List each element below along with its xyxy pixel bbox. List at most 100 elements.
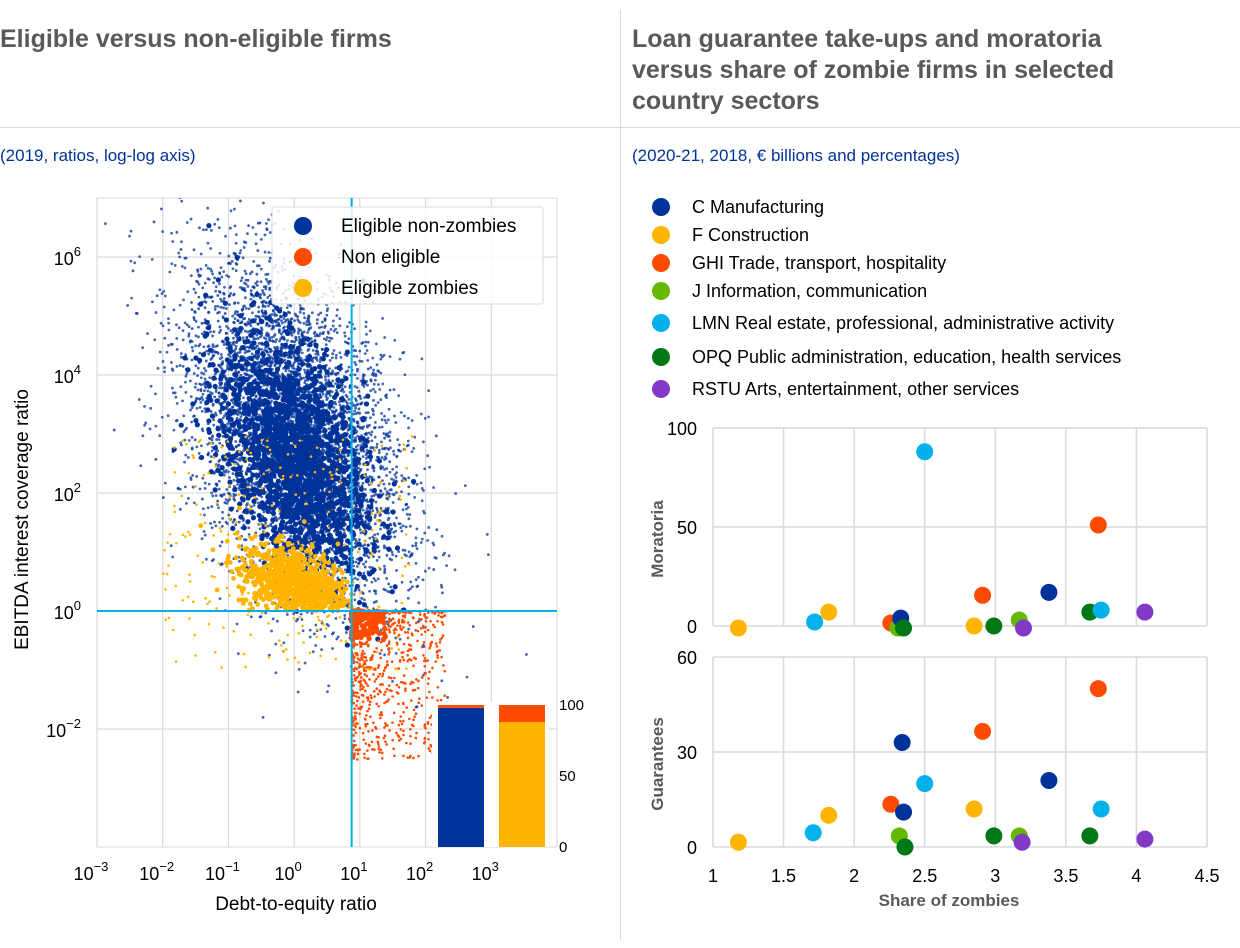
point-eligible-non-zombie xyxy=(243,289,247,293)
point-eligible-non-zombie xyxy=(356,367,359,371)
point-eligible-non-zombie xyxy=(290,339,293,343)
point-eligible-non-zombie xyxy=(338,324,342,328)
point-eligible-non-zombie xyxy=(385,393,388,397)
point-eligible-non-zombie xyxy=(377,555,381,559)
point-eligible-non-zombie xyxy=(257,310,261,314)
point-eligible-non-zombie xyxy=(407,517,411,521)
point-eligible-non-zombie xyxy=(293,329,297,333)
point-eligible-non-zombie xyxy=(374,403,378,407)
point-eligible-non-zombie xyxy=(169,544,173,548)
point-eligible-non-zombie xyxy=(182,414,186,418)
point-eligible-non-zombie xyxy=(387,407,391,411)
point-eligible-non-zombie xyxy=(198,382,202,386)
point-eligible-non-zombie xyxy=(417,575,420,579)
point-eligible-non-zombie xyxy=(371,466,375,470)
point-eligible-non-zombie xyxy=(415,585,419,589)
point-eligible-non-zombie xyxy=(374,592,378,595)
point-eligible-non-zombie xyxy=(237,520,241,524)
point-eligible-non-zombie xyxy=(257,315,261,319)
point-eligible-non-zombie xyxy=(162,289,166,293)
point-eligible-non-zombie xyxy=(199,252,203,256)
point-eligible-non-zombie xyxy=(296,332,300,335)
point-eligible-non-zombie xyxy=(203,486,207,490)
point-eligible-non-zombie xyxy=(129,229,133,233)
point-eligible-non-zombie xyxy=(307,347,311,351)
point-eligible-non-zombie xyxy=(420,487,424,490)
point-eligible-non-zombie xyxy=(222,306,226,310)
point-eligible-non-zombie xyxy=(261,715,265,719)
point-eligible-non-zombie xyxy=(200,321,204,325)
point-eligible-non-zombie xyxy=(414,561,418,565)
point-eligible-non-zombie xyxy=(407,485,411,489)
point-eligible-non-zombie xyxy=(376,369,380,373)
point-eligible-non-zombie xyxy=(324,375,327,379)
point-eligible-non-zombie xyxy=(347,342,350,345)
point-eligible-non-zombie xyxy=(400,474,404,477)
point-eligible-non-zombie xyxy=(215,438,219,441)
point-eligible-non-zombie xyxy=(379,371,383,375)
point-eligible-non-zombie xyxy=(264,273,268,276)
point-eligible-non-zombie xyxy=(382,432,386,435)
point-eligible-non-zombie xyxy=(227,254,231,258)
point-eligible-non-zombie xyxy=(278,364,282,368)
point-eligible-non-zombie xyxy=(435,528,439,532)
point-eligible-non-zombie xyxy=(199,376,203,380)
point-eligible-non-zombie xyxy=(231,314,235,318)
point-eligible-non-zombie xyxy=(149,384,153,388)
point-eligible-non-zombie xyxy=(249,289,253,293)
point-eligible-non-zombie xyxy=(366,424,369,428)
point-eligible-non-zombie xyxy=(190,327,194,331)
point-eligible-non-zombie xyxy=(334,356,338,360)
point-eligible-non-zombie xyxy=(308,628,312,632)
point-eligible-non-zombie xyxy=(231,267,235,271)
point-eligible-non-zombie xyxy=(156,366,160,370)
point-eligible-non-zombie xyxy=(362,598,366,602)
point-eligible-non-zombie xyxy=(206,345,210,349)
point-eligible-non-zombie xyxy=(218,282,221,286)
point-eligible-non-zombie xyxy=(221,517,225,520)
point-eligible-non-zombie xyxy=(242,317,245,321)
point-eligible-non-zombie xyxy=(370,439,374,443)
point-eligible-non-zombie xyxy=(211,402,215,406)
point-eligible-non-zombie xyxy=(367,522,371,525)
point-eligible-non-zombie xyxy=(162,305,166,309)
point-eligible-non-zombie xyxy=(209,330,212,334)
point-eligible-non-zombie xyxy=(357,561,361,565)
point-eligible-non-zombie xyxy=(150,300,154,304)
point-eligible-non-zombie xyxy=(143,423,146,427)
point-eligible-non-zombie xyxy=(325,313,329,317)
point-eligible-non-zombie xyxy=(201,507,205,511)
point-eligible-non-zombie xyxy=(386,447,389,450)
point-eligible-non-zombie xyxy=(173,263,177,267)
point-eligible-non-zombie xyxy=(365,457,368,460)
point-eligible-non-zombie xyxy=(208,437,212,440)
point-eligible-non-zombie xyxy=(302,312,306,315)
point-eligible-non-zombie xyxy=(293,319,296,323)
point-eligible-non-zombie xyxy=(337,480,341,484)
point-eligible-non-zombie xyxy=(353,409,357,413)
point-eligible-non-zombie xyxy=(423,569,427,573)
point-eligible-non-zombie xyxy=(216,218,220,221)
point-eligible-non-zombie xyxy=(328,339,331,343)
point-eligible-non-zombie xyxy=(427,566,431,570)
point-eligible-non-zombie xyxy=(212,558,215,561)
point-eligible-non-zombie xyxy=(427,389,431,393)
point-eligible-non-zombie xyxy=(187,332,191,336)
point-eligible-non-zombie xyxy=(190,446,194,450)
point-eligible-non-zombie xyxy=(213,305,217,308)
point-eligible-non-zombie xyxy=(353,541,357,545)
point-eligible-non-zombie xyxy=(195,406,199,410)
point-eligible-non-zombie xyxy=(284,523,288,527)
point-eligible-non-zombie xyxy=(138,255,142,259)
point-eligible-non-zombie xyxy=(213,222,217,226)
point-eligible-non-zombie xyxy=(373,435,377,439)
point-eligible-non-zombie xyxy=(155,294,159,298)
point-eligible-non-zombie xyxy=(353,576,357,580)
point-eligible-non-zombie xyxy=(247,526,251,530)
point-eligible-non-zombie xyxy=(407,627,411,631)
point-eligible-non-zombie xyxy=(255,272,259,276)
point-eligible-non-zombie xyxy=(355,376,359,380)
point-eligible-non-zombie xyxy=(348,486,351,490)
point-eligible-non-zombie xyxy=(413,496,417,499)
point-eligible-non-zombie xyxy=(179,352,183,355)
